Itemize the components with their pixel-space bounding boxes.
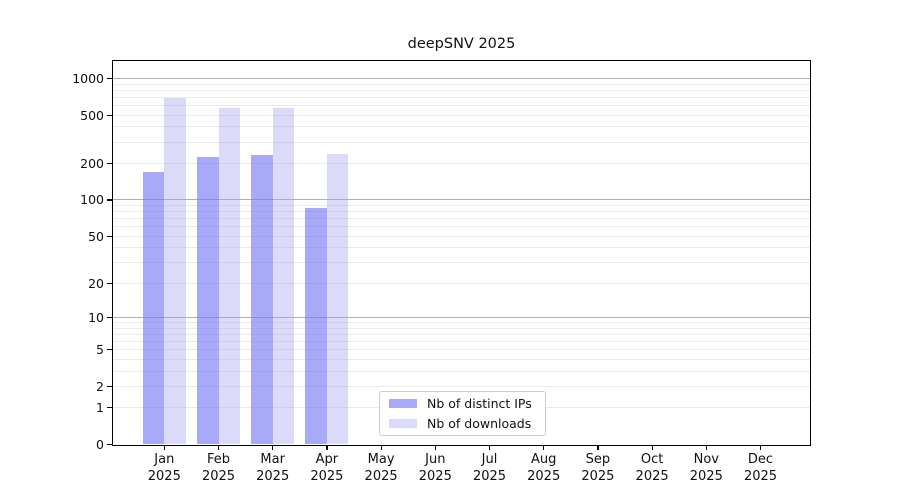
x-tick-label-apr: Apr 2025 bbox=[310, 452, 344, 484]
legend-label-distinct-ips: Nb of distinct IPs bbox=[427, 395, 532, 411]
y-tick-20 bbox=[107, 282, 113, 284]
chart-title: deepSNV 2025 bbox=[407, 36, 516, 52]
y-tick-label-1000: 1000 bbox=[72, 70, 104, 86]
y-tick-label-2: 2 bbox=[96, 378, 104, 394]
bar-series1-apr bbox=[326, 153, 349, 445]
y-tick-500 bbox=[107, 114, 113, 116]
legend-swatch-distinct-ips-icon bbox=[389, 398, 417, 409]
y-tick-5 bbox=[107, 348, 113, 351]
gridline-9 bbox=[113, 322, 810, 323]
y-tick-10 bbox=[107, 316, 113, 319]
plot-area: Nb of distinct IPs Nb of downloads bbox=[112, 60, 811, 446]
gridline-200 bbox=[113, 163, 810, 164]
x-tick-may bbox=[380, 444, 382, 450]
x-tick-label-sep: Sep 2025 bbox=[581, 452, 615, 484]
bar-series1-feb bbox=[218, 108, 240, 445]
x-tick-mar bbox=[272, 444, 274, 450]
gridline-80 bbox=[113, 211, 810, 213]
y-tick-label-50: 50 bbox=[88, 228, 104, 244]
x-tick-dec bbox=[759, 444, 762, 450]
legend-label-downloads: Nb of downloads bbox=[427, 415, 532, 431]
bar-series0-mar bbox=[251, 155, 273, 445]
y-tick-1 bbox=[107, 407, 113, 409]
x-tick-label-jul: Jul 2025 bbox=[472, 452, 507, 484]
gridline-60 bbox=[113, 226, 810, 228]
x-tick-jun bbox=[434, 444, 436, 450]
x-tick-label-may: May 2025 bbox=[364, 452, 398, 484]
x-tick-label-mar: Mar 2025 bbox=[256, 452, 290, 484]
legend-item-downloads: Nb of downloads bbox=[389, 414, 536, 434]
y-tick-100 bbox=[107, 199, 113, 201]
x-tick-label-aug: Aug 2025 bbox=[527, 452, 561, 484]
y-tick-label-500: 500 bbox=[80, 107, 104, 123]
x-tick-label-jun: Jun 2025 bbox=[418, 452, 452, 484]
legend: Nb of distinct IPs Nb of downloads bbox=[379, 391, 546, 436]
y-tick-label-200: 200 bbox=[80, 156, 104, 171]
gridline-6 bbox=[113, 340, 810, 342]
y-tick-2 bbox=[107, 385, 113, 387]
legend-swatch-downloads-icon bbox=[389, 418, 417, 429]
gridline-2 bbox=[113, 385, 810, 387]
gridline-1000 bbox=[113, 77, 810, 79]
gridline-700 bbox=[113, 96, 810, 98]
x-tick-sep bbox=[597, 444, 599, 450]
x-tick-apr bbox=[326, 444, 328, 450]
bar-series0-jan bbox=[142, 172, 165, 445]
gridline-90 bbox=[113, 204, 810, 206]
x-tick-label-dec: Dec 2025 bbox=[743, 452, 778, 484]
gridline-70 bbox=[113, 218, 810, 220]
bar-series0-apr bbox=[305, 208, 327, 445]
bar-series1-mar bbox=[272, 108, 295, 445]
gridline-800 bbox=[113, 89, 810, 91]
gridline-900 bbox=[113, 83, 810, 85]
bar-series0-feb bbox=[197, 157, 219, 445]
x-tick-jul bbox=[488, 444, 491, 450]
x-tick-oct bbox=[651, 444, 653, 450]
gridline-4 bbox=[113, 358, 810, 360]
gridline-10 bbox=[113, 316, 810, 318]
gridline-100 bbox=[113, 199, 810, 201]
x-tick-feb bbox=[217, 444, 220, 450]
y-tick-label-10: 10 bbox=[88, 309, 104, 325]
gridline-40 bbox=[113, 247, 810, 249]
gridline-400 bbox=[113, 126, 810, 128]
x-tick-label-jan: Jan 2025 bbox=[147, 452, 181, 484]
x-tick-label-feb: Feb 2025 bbox=[201, 452, 236, 484]
x-tick-aug bbox=[543, 444, 545, 450]
gridline-5 bbox=[113, 349, 810, 351]
gridline-30 bbox=[113, 262, 810, 264]
x-tick-label-oct: Oct 2025 bbox=[635, 452, 669, 484]
bars bbox=[113, 61, 810, 445]
gridline-600 bbox=[113, 104, 810, 106]
gridline-500 bbox=[113, 114, 810, 116]
y-tick-1000 bbox=[107, 77, 113, 80]
y-tick-50 bbox=[107, 235, 113, 237]
bar-series1-jan bbox=[164, 98, 186, 445]
y-tick-label-20: 20 bbox=[88, 275, 104, 291]
gridline-300 bbox=[113, 141, 810, 143]
gridline-20 bbox=[113, 282, 810, 284]
gridline-8 bbox=[113, 327, 810, 329]
y-tick-label-5: 5 bbox=[96, 342, 104, 358]
y-tick-200 bbox=[107, 162, 113, 165]
gridlines bbox=[113, 61, 810, 445]
y-tick-label-100: 100 bbox=[80, 192, 104, 208]
y-tick-0 bbox=[107, 443, 113, 446]
x-tick-nov bbox=[705, 444, 707, 450]
gridline-7 bbox=[113, 333, 810, 335]
gridline-50 bbox=[113, 235, 810, 237]
gridline-3 bbox=[113, 370, 810, 372]
legend-item-distinct-ips: Nb of distinct IPs bbox=[389, 394, 536, 414]
y-tick-label-0: 0 bbox=[96, 437, 104, 452]
y-tick-label-1: 1 bbox=[96, 400, 104, 416]
x-tick-jan bbox=[163, 444, 165, 450]
x-tick-label-nov: Nov 2025 bbox=[689, 452, 723, 484]
